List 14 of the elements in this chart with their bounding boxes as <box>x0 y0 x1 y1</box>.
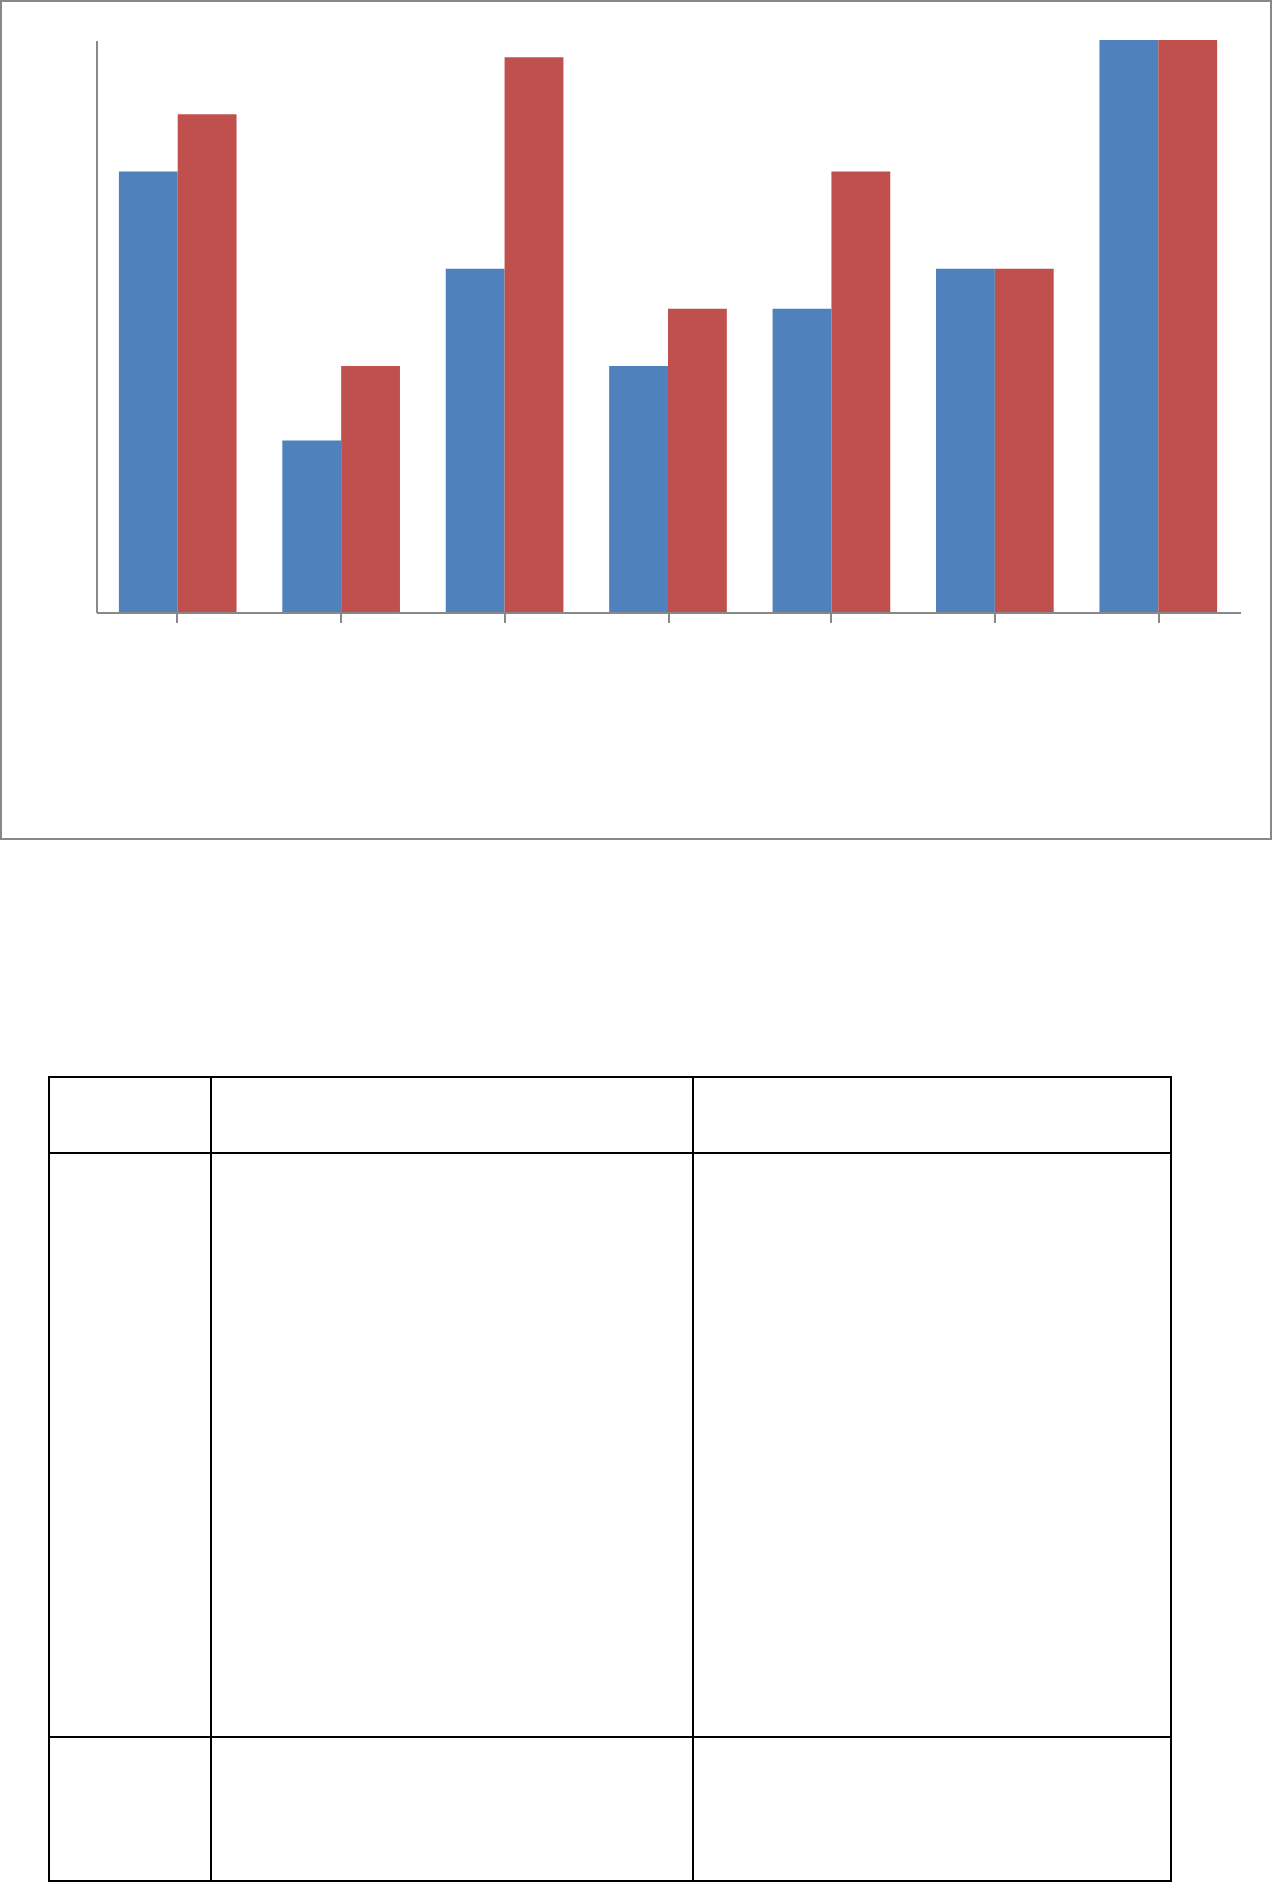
bar <box>668 308 727 612</box>
bar <box>936 268 995 612</box>
bar <box>282 440 342 612</box>
bar <box>504 57 564 612</box>
bar <box>1099 40 1159 612</box>
bar <box>118 171 178 612</box>
bar <box>1158 40 1218 612</box>
bar <box>445 268 505 612</box>
bar <box>341 366 400 612</box>
bar <box>994 268 1054 612</box>
bar <box>609 366 668 612</box>
bar <box>177 114 237 612</box>
bar <box>831 171 891 612</box>
bar <box>772 308 832 612</box>
